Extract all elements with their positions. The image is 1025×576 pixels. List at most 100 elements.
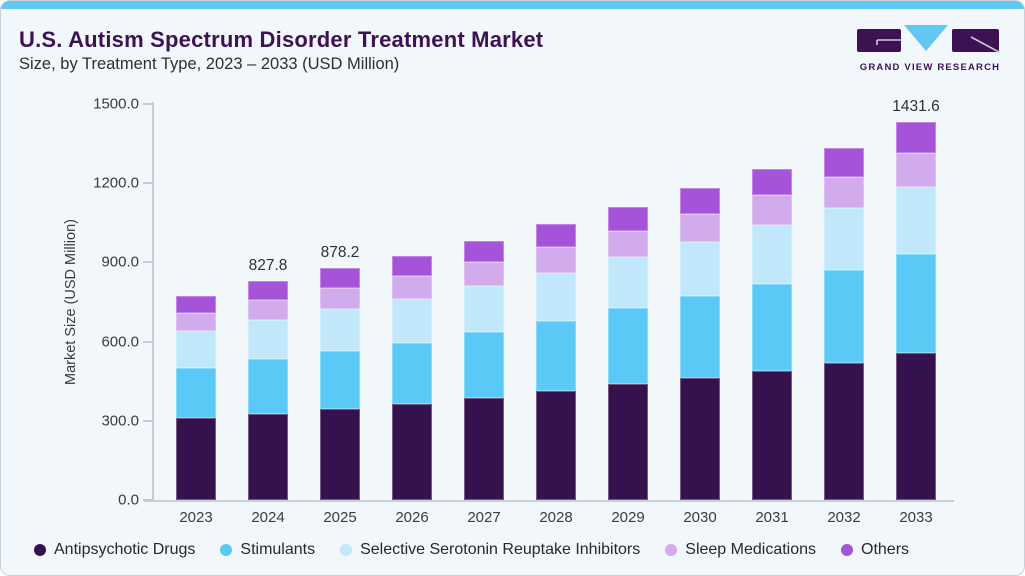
bar-segment-2023 [176, 296, 216, 313]
bar-segment-2032 [824, 362, 864, 500]
bar-segment-2023 [176, 312, 216, 332]
bar-segment-2023 [176, 331, 216, 368]
legend-label: Selective Serotonin Reuptake Inhibitors [360, 541, 641, 558]
bar-segment-2026 [392, 276, 432, 299]
bar-segment-2023 [176, 418, 216, 500]
bar-segment-2027 [464, 397, 504, 500]
y-tick-mark [143, 499, 152, 501]
bar-segment-2029 [608, 206, 648, 231]
grand-view-research-logo: GRAND VIEW RESEARCH [857, 24, 1003, 73]
bar-segment-2025 [320, 309, 360, 352]
chart-title: U.S. Autism Spectrum Disorder Treatment … [19, 27, 544, 52]
bar-segment-2029 [608, 230, 648, 258]
bar-segment-2033 [896, 153, 936, 187]
bar-segment-2030 [680, 188, 720, 214]
legend-swatch-icon [34, 544, 46, 556]
x-tick-label-2031: 2031 [755, 509, 789, 526]
bar-segment-2026 [392, 255, 432, 277]
bar-segment-2024 [248, 414, 288, 500]
legend-swatch-icon [841, 544, 854, 556]
y-tick-label: 900.0 [101, 253, 139, 271]
x-tick-label-2029: 2029 [611, 509, 645, 526]
y-tick-label: 300.0 [101, 412, 139, 430]
bar-segment-2031 [752, 284, 792, 371]
bar-segment-2025 [320, 268, 360, 288]
bar-total-label-2024: 827.8 [248, 257, 288, 275]
bar-segment-2032 [824, 176, 864, 209]
x-tick-label-2027: 2027 [467, 509, 501, 526]
x-tick-label-2030: 2030 [683, 509, 717, 526]
bar-segment-2024 [248, 281, 288, 300]
bar-segment-2033 [896, 186, 936, 254]
bar-segment-2025 [320, 287, 360, 310]
x-tick-label-2033: 2033 [899, 509, 933, 526]
bar-segment-2027 [464, 240, 504, 262]
bar-segment-2027 [464, 331, 504, 398]
bar-total-label-2033: 1431.6 [892, 98, 940, 116]
x-axis-baseline [144, 500, 954, 502]
accent-strip [1, 1, 1024, 9]
bar-segment-2033 [896, 353, 936, 500]
x-tick-label-2026: 2026 [395, 509, 429, 526]
y-tick-mark [143, 419, 152, 422]
bar-total-label-2025: 878.2 [320, 244, 360, 262]
bar-segment-2029 [608, 383, 648, 500]
gvr-logo-icon [857, 25, 1000, 53]
legend-swatch-icon [665, 544, 678, 556]
bar-segment-2028 [536, 272, 576, 321]
legend-item: Others [841, 541, 909, 559]
bar-segment-2027 [464, 286, 504, 332]
y-tick-label: 600.0 [101, 333, 139, 351]
bar-segment-2029 [608, 308, 648, 384]
legend-swatch-icon [220, 544, 233, 556]
bar-segment-2032 [824, 208, 864, 270]
x-tick-label-2032: 2032 [827, 509, 861, 526]
bar-segment-2028 [536, 320, 576, 391]
bar-segment-2028 [536, 390, 576, 500]
bar-segment-2028 [536, 224, 576, 248]
bar-segment-2029 [608, 257, 648, 309]
x-tick-label-2024: 2024 [251, 509, 285, 526]
legend-label: Antipsychotic Drugs [54, 541, 196, 558]
bar-segment-2025 [320, 409, 360, 500]
bar-segment-2030 [680, 296, 720, 378]
bar-segment-2032 [824, 147, 864, 177]
legend-label: Sleep Medications [685, 541, 817, 558]
legend-item: Sleep Medications [665, 541, 816, 559]
legend-item: Antipsychotic Drugs [34, 541, 195, 559]
bar-segment-2024 [248, 299, 288, 320]
bar-segment-2026 [392, 342, 432, 405]
y-tick-label: 0.0 [118, 491, 139, 509]
y-tick-label: 1500.0 [93, 95, 139, 113]
bar-segment-2024 [248, 319, 288, 360]
legend-label: Others [861, 541, 910, 558]
bar-segment-2033 [896, 253, 936, 354]
bar-segment-2027 [464, 261, 504, 287]
bar-segment-2025 [320, 351, 360, 410]
bar-segment-2030 [680, 213, 720, 243]
x-tick-label-2023: 2023 [179, 509, 213, 526]
x-tick-label-2028: 2028 [539, 509, 573, 526]
bar-segment-2024 [248, 359, 288, 415]
x-tick-label-2025: 2025 [323, 509, 357, 526]
bar-segment-2028 [536, 247, 576, 273]
bar-segment-2032 [824, 269, 864, 363]
bar-segment-2030 [680, 242, 720, 297]
bar-segment-2031 [752, 370, 792, 500]
gvr-logo-text: GRAND VIEW RESEARCH [859, 62, 1001, 73]
legend-swatch-icon [340, 544, 353, 556]
y-axis-title: Market Size (USD Million) [63, 219, 79, 385]
bar-segment-2026 [392, 404, 432, 500]
bar-segment-2030 [680, 377, 720, 500]
bar-segment-2031 [752, 195, 792, 226]
y-tick-mark [143, 340, 152, 343]
y-tick-mark [143, 103, 152, 105]
bar-segment-2031 [752, 168, 792, 196]
bar-segment-2026 [392, 298, 432, 343]
y-axis-line [152, 102, 154, 501]
y-tick-label: 1200.0 [93, 174, 139, 192]
bar-segment-2033 [896, 122, 936, 154]
legend: Antipsychotic Drugs Stimulants Selective S… [34, 541, 909, 559]
